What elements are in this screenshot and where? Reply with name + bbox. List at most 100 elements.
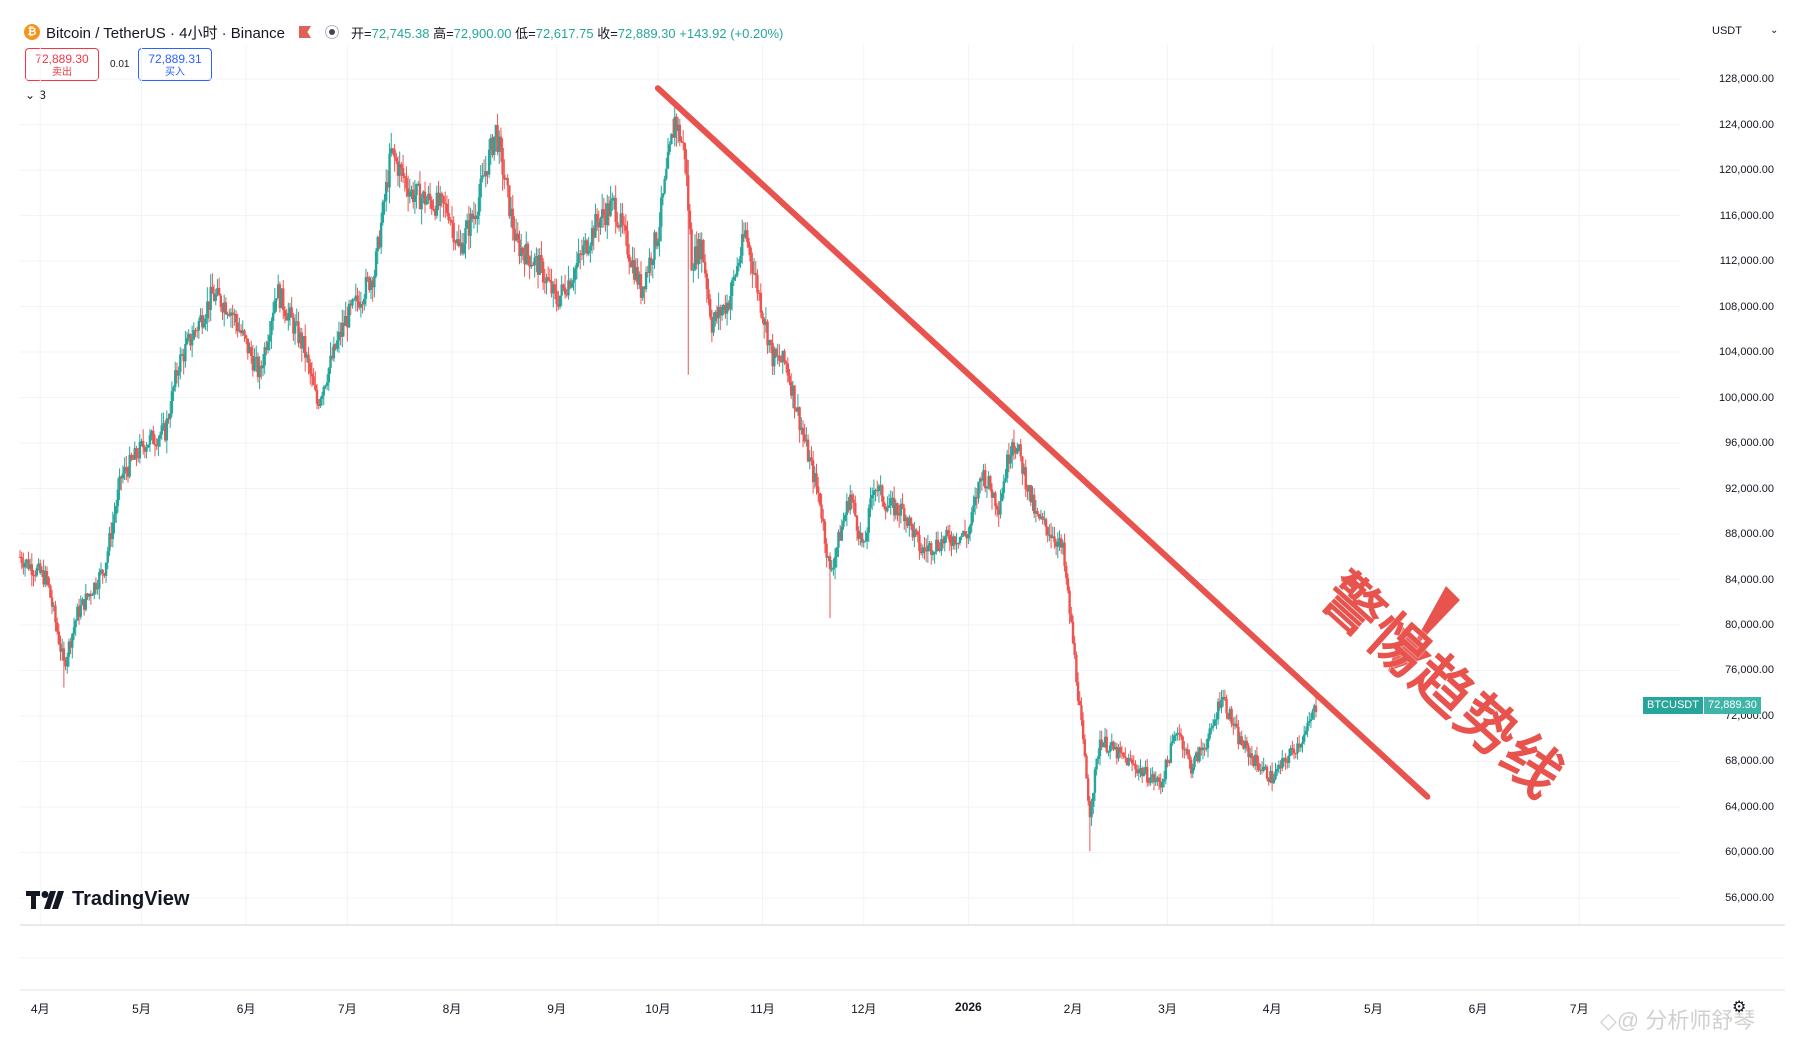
candle-body — [298, 332, 302, 344]
candle-body — [1151, 774, 1154, 778]
candle-body — [621, 213, 624, 225]
candle-body — [474, 215, 477, 220]
candle-body — [229, 312, 233, 316]
candle-body — [64, 660, 67, 667]
candle-body — [1058, 538, 1061, 542]
candle-body — [1297, 743, 1301, 748]
candle-body — [1296, 743, 1299, 754]
candle-body — [450, 220, 454, 223]
candle-body — [1012, 442, 1016, 449]
candle-body — [438, 193, 442, 206]
buy-button[interactable]: 72,889.31 买入 — [138, 48, 212, 81]
candle-body — [899, 503, 903, 516]
candle-body — [135, 448, 138, 458]
trendline-annotation: 警惕趋势线 — [1310, 440, 1595, 811]
candle-body — [1059, 538, 1063, 548]
candle-body — [1046, 527, 1049, 535]
candle-body — [501, 147, 504, 175]
candle-body — [1017, 444, 1021, 449]
candle-body — [879, 485, 882, 487]
candle-body — [958, 536, 962, 544]
candle-body — [732, 276, 736, 281]
currency-selector[interactable]: USDT — [1712, 25, 1742, 37]
candle-body — [658, 226, 661, 242]
candle-body — [180, 354, 184, 356]
candle-body — [1308, 721, 1311, 723]
market-status-icon[interactable] — [325, 25, 339, 39]
symbol-title[interactable]: Bitcoin / TetherUS · 4小时 · Binance — [46, 24, 285, 42]
candle-body — [916, 531, 919, 535]
candle-body — [423, 191, 427, 205]
candle-body — [972, 505, 975, 513]
candle-body — [946, 529, 950, 535]
candle-body — [1223, 696, 1227, 699]
candle-body — [820, 504, 823, 519]
candle-body — [805, 439, 808, 442]
candle-body — [241, 330, 244, 334]
candle-body — [845, 501, 849, 516]
time-tick-label: 10月 — [645, 1002, 671, 1016]
candle-body — [606, 203, 609, 226]
candle-body — [76, 606, 79, 621]
indicator-toggle[interactable]: ⌄ 3 — [25, 88, 46, 102]
candle-body — [1227, 713, 1230, 720]
candle-body — [484, 171, 487, 177]
candle-body — [747, 241, 751, 248]
candle-body — [499, 136, 503, 148]
candle-body — [47, 577, 50, 586]
candle-body — [1314, 705, 1318, 712]
candle-body — [162, 423, 165, 426]
candle-body — [1186, 749, 1189, 755]
candle-body — [1103, 736, 1107, 744]
candle-body — [1306, 722, 1309, 732]
candle-body — [641, 286, 644, 298]
candle-body — [305, 354, 309, 358]
candle-body — [292, 317, 295, 334]
candle-body — [496, 124, 499, 152]
candle-body — [1311, 711, 1314, 720]
candle-body — [1137, 770, 1141, 774]
tradingview-logo[interactable]: TradingView — [26, 888, 189, 911]
candle-body — [1281, 758, 1284, 769]
candle-body — [1043, 519, 1046, 521]
candle-body — [957, 542, 960, 544]
candle-body — [138, 441, 142, 459]
candle-body — [897, 512, 901, 516]
gear-icon[interactable]: ⚙ — [1732, 999, 1747, 1016]
candle-body — [1279, 764, 1282, 769]
candle-body — [592, 228, 595, 238]
candle-body — [1026, 489, 1029, 492]
candle-body — [1095, 758, 1098, 770]
time-tick-label: 5月 — [1364, 1002, 1383, 1016]
candle-body — [276, 284, 280, 299]
time-tick-label: 2月 — [1063, 1002, 1083, 1016]
flag-icon[interactable] — [299, 26, 311, 38]
candle-body — [955, 542, 958, 545]
candle-body — [909, 517, 913, 525]
candle-body — [253, 358, 256, 371]
candle-body — [801, 427, 805, 435]
candle-body — [1081, 720, 1085, 740]
candle-body — [579, 253, 582, 255]
candle-body — [175, 370, 179, 376]
candle-body — [552, 284, 555, 294]
candle-body — [1294, 753, 1297, 755]
candle-body — [687, 175, 690, 211]
chevron-down-icon[interactable]: ⌄ — [1770, 25, 1779, 36]
sell-button[interactable]: 72,889.30 卖出 — [25, 48, 99, 81]
candle-body — [320, 395, 324, 399]
candle-body — [656, 241, 660, 247]
candle-body — [660, 197, 663, 227]
candle-body — [1238, 736, 1242, 745]
candle-body — [300, 332, 304, 349]
candle-body — [1232, 723, 1235, 726]
candle-body — [1252, 758, 1255, 766]
candle-body — [125, 467, 128, 471]
candle-body — [361, 303, 364, 305]
candle-body — [249, 346, 253, 356]
candle-body — [1291, 748, 1294, 750]
candle-body — [1287, 755, 1291, 763]
close-label: 收= — [597, 25, 618, 41]
ohlc-readout: 开=72,745.38 高=72,900.00 低=72,617.75 收=72… — [351, 23, 783, 42]
